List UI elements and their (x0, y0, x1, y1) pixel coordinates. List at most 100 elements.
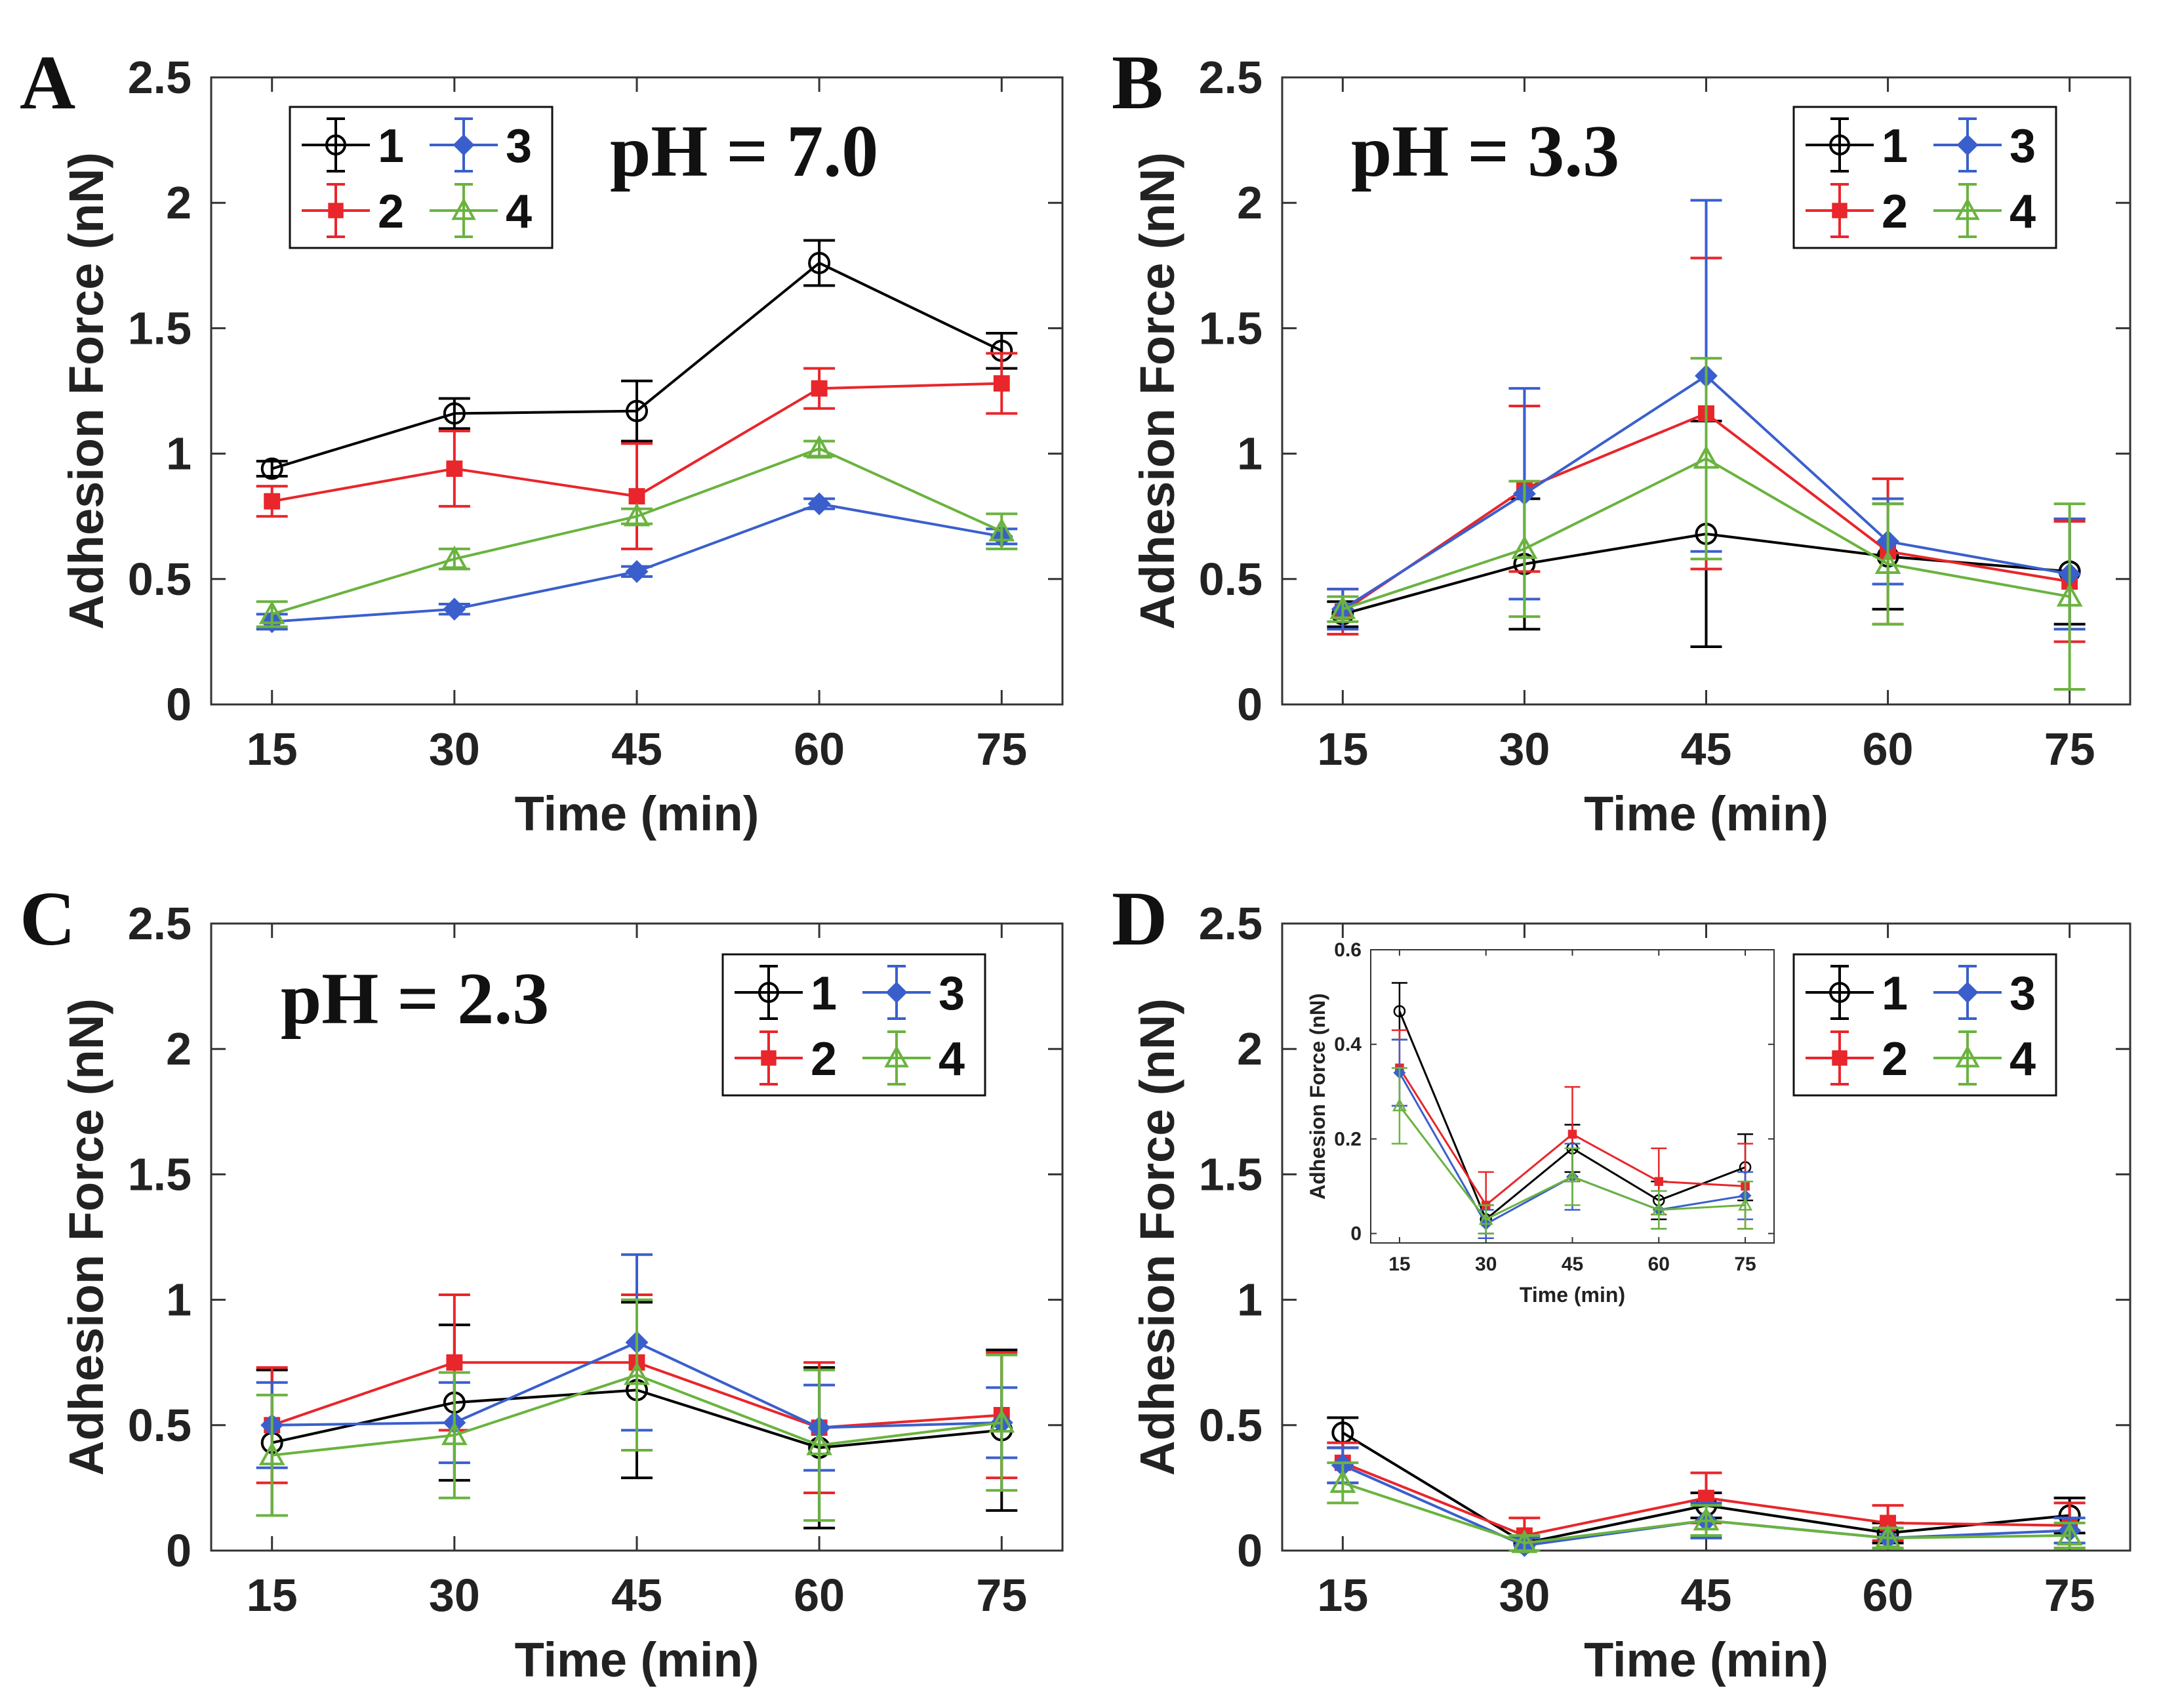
y-tick-label: 1.5 (128, 302, 192, 354)
series-2-marker (446, 460, 463, 477)
x-tick-label: 45 (611, 1570, 662, 1621)
series-4-marker (1693, 445, 1720, 469)
series-4 (1327, 1461, 2086, 1553)
inset-y-tick-label: 0 (1350, 1223, 1362, 1245)
y-tick-label: 0.5 (128, 1400, 192, 1451)
x-axis-label: Time (min) (1584, 1633, 1828, 1687)
x-tick-label: 75 (976, 1570, 1027, 1621)
legend-entry-3: 3 (862, 965, 965, 1020)
x-tick-label: 15 (247, 723, 298, 775)
legend: 1 2 3 4 (1792, 106, 2057, 249)
series-2-marker (1832, 1050, 1848, 1066)
legend-label-3: 3 (506, 120, 532, 173)
series-4-marker (624, 1361, 650, 1385)
legend-label-2: 2 (378, 186, 404, 238)
y-tick-label: 2.5 (128, 898, 192, 949)
legend-entry-1: 1 (302, 117, 404, 173)
y-tick-label: 1.5 (1199, 302, 1262, 354)
x-tick-label: 45 (1681, 723, 1732, 775)
legend-label-1: 1 (1882, 120, 1908, 173)
panel-letter: B (1112, 39, 1163, 125)
inset-series-4-errorbar (1651, 1190, 1667, 1230)
x-tick-label: 15 (1317, 723, 1368, 775)
series-4-marker (806, 435, 833, 459)
x-tick-label: 60 (1863, 1570, 1914, 1621)
series-2-marker (761, 1050, 777, 1066)
series-1-errorbar (803, 239, 836, 287)
legend-label-3: 3 (939, 967, 965, 1020)
legend-entry-2: 2 (1806, 183, 1908, 238)
inset-series-4-errorbar (1737, 1181, 1754, 1230)
legend-box (1792, 106, 2057, 249)
inset-series-4-errorbar (1564, 1147, 1581, 1206)
series-4-marker (1329, 1469, 1356, 1493)
legend-label-4: 4 (939, 1033, 965, 1086)
legend-box (721, 953, 986, 1097)
inset-plot: 15 30 45 60 75 0 0.2 0.4 0.6 Time (min) Adhesion F… (1306, 939, 1775, 1307)
series-4-errorbar (1508, 479, 1541, 619)
inset-x-tick-label: 75 (1734, 1253, 1756, 1275)
legend-entry-4: 4 (1933, 1030, 2036, 1086)
series-1-marker (260, 457, 283, 480)
series-4-marker (806, 1431, 833, 1455)
legend-label-1: 1 (378, 120, 404, 173)
series-4-marker (441, 545, 468, 569)
legend-box (1792, 953, 2057, 1097)
inset-y-axis-label: Adhesion Force (nN) (1306, 993, 1329, 1200)
series-2-marker (328, 203, 344, 218)
inset-x-tick-label: 30 (1475, 1253, 1497, 1275)
legend-label-2: 2 (811, 1033, 837, 1086)
panel-b: 15 30 45 60 75 0 0.5 1 1.5 2 2.5 Time (min) Adhesion… (1112, 39, 2131, 841)
legend-label-4: 4 (506, 186, 532, 238)
x-tick-label: 75 (976, 723, 1027, 775)
series-4-errorbar (1872, 502, 1904, 626)
series-4-marker (1651, 1202, 1666, 1215)
series-1-marker (1829, 134, 1850, 155)
series-4-marker (1565, 1169, 1580, 1183)
series-1-marker (808, 251, 831, 274)
series-4-marker (258, 600, 285, 624)
series-4-marker (1874, 550, 1901, 575)
legend-label-2: 2 (1882, 1033, 1908, 1086)
x-tick-label: 75 (2044, 1570, 2095, 1621)
x-tick-label: 30 (429, 723, 480, 775)
series-2-marker (1567, 1129, 1577, 1139)
series-4 (256, 1298, 1018, 1522)
series-2 (256, 352, 1018, 550)
series-4-marker (1329, 596, 1356, 619)
y-tick-label: 2 (1237, 1023, 1262, 1074)
series-1 (256, 239, 1018, 480)
x-tick-label: 30 (1499, 1570, 1550, 1621)
legend-entry-1: 1 (735, 965, 837, 1020)
series-1-marker (1829, 982, 1850, 1003)
y-tick-label: 2.5 (128, 52, 192, 103)
legend-entry-4: 4 (1933, 183, 2036, 238)
series-4-marker (1955, 197, 1980, 220)
y-tick-label: 0 (166, 1525, 192, 1576)
series-3-marker (443, 598, 466, 621)
series-4-marker (624, 502, 650, 527)
legend-label-1: 1 (811, 967, 837, 1020)
series-4-marker (258, 1442, 285, 1465)
panel-letter: C (20, 876, 75, 962)
legend-entry-4: 4 (862, 1030, 965, 1086)
y-tick-label: 2.5 (1199, 898, 1262, 949)
legend-box (289, 106, 554, 249)
y-tick-label: 1.5 (128, 1149, 192, 1200)
legend-entry-2: 2 (735, 1030, 837, 1086)
x-tick-label: 15 (247, 1570, 298, 1621)
series-4-errorbar (438, 1371, 470, 1499)
y-tick-label: 2 (166, 177, 192, 228)
series-3-marker (1956, 134, 1979, 156)
legend-label-4: 4 (2010, 1033, 2036, 1086)
x-tick-label: 75 (2044, 723, 2095, 775)
inset-series-4-errorbar (1478, 1204, 1494, 1234)
x-tick-label: 60 (1863, 723, 1914, 775)
series-1-marker (626, 399, 648, 422)
series-1-errorbar (621, 379, 653, 443)
y-axis-label: Adhesion Force (nN) (59, 998, 113, 1476)
series-2-marker (1832, 203, 1848, 218)
series-4-marker (441, 1421, 468, 1446)
